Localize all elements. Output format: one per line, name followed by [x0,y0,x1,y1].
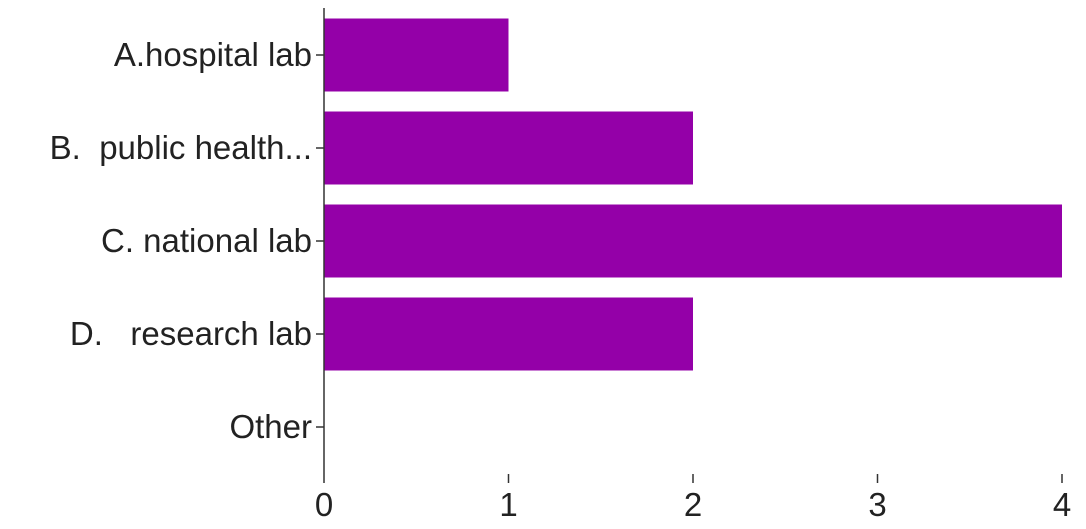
bar-1 [324,111,693,185]
x-tick-label: 4 [1053,486,1071,523]
category-label: A.hospital lab [114,36,312,73]
bar-2 [324,204,1062,278]
category-label: Other [229,408,312,445]
category-label: B. public health... [50,129,312,166]
bar-0 [324,18,509,92]
category-label: D. research lab [70,315,312,352]
x-tick-label: 1 [499,486,517,523]
x-tick-label: 3 [868,486,886,523]
category-label: C. national lab [101,222,312,259]
bar-3 [324,297,693,371]
x-tick-label: 0 [315,486,333,523]
x-tick-label: 2 [684,486,702,523]
